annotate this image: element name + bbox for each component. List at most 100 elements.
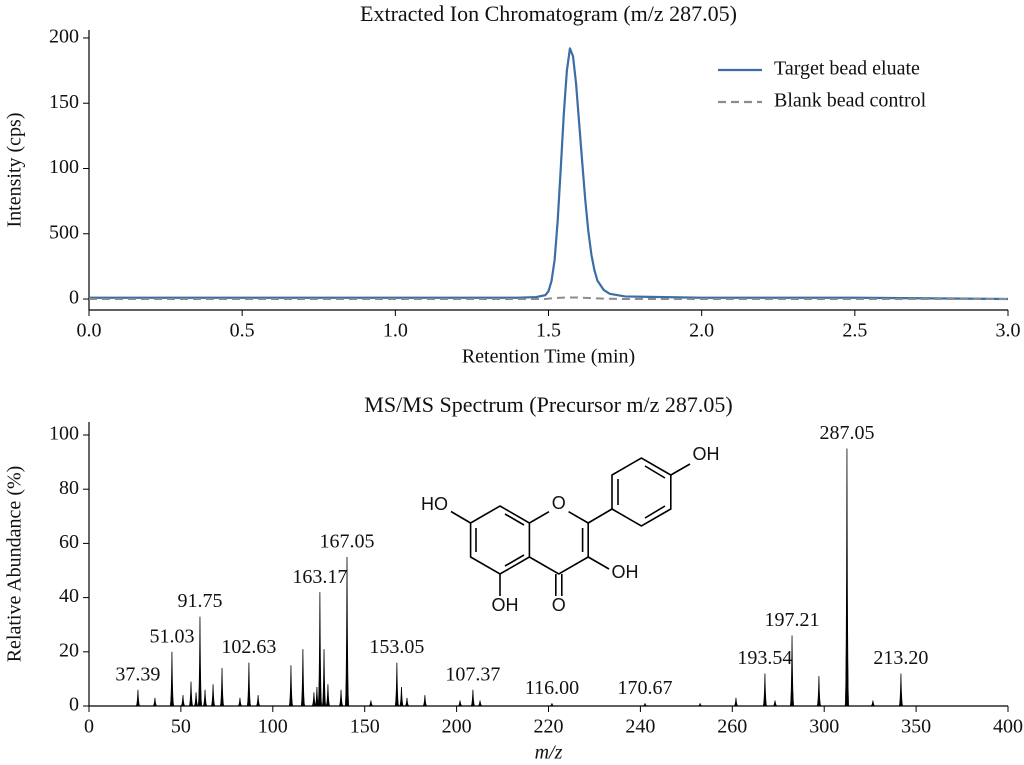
y-tick-label: 200 <box>49 26 79 48</box>
peak <box>404 697 410 707</box>
bond <box>504 554 525 567</box>
peak <box>180 695 186 707</box>
peak <box>325 684 331 707</box>
peak <box>300 649 306 707</box>
peak-label: 197.21 <box>765 609 820 631</box>
peak-label: 107.37 <box>445 663 500 685</box>
bond <box>670 463 691 476</box>
peak <box>219 668 225 707</box>
peak-label: 213.20 <box>873 647 928 669</box>
bond <box>529 511 550 524</box>
x-tick-label: 1.0 <box>383 320 408 342</box>
peak <box>368 700 374 707</box>
peak-label: 37.39 <box>115 663 160 685</box>
peak <box>255 695 261 707</box>
x-tick-label: 1.5 <box>536 320 561 342</box>
x-tick-label: 240 <box>625 716 655 738</box>
peak-label: 193.54 <box>737 647 792 669</box>
x-tick-label: 0 <box>84 716 94 738</box>
bond <box>644 505 666 519</box>
atom-label: HO <box>421 494 448 514</box>
peak <box>135 689 141 707</box>
bond <box>587 508 613 524</box>
peak <box>870 700 876 707</box>
bond <box>587 556 610 570</box>
peak <box>772 700 778 707</box>
x-tick-label: 200 <box>442 716 472 738</box>
peak <box>394 662 400 707</box>
peak-label: 116.00 <box>525 677 579 699</box>
y-tick-label: 80 <box>59 477 79 499</box>
peak <box>210 684 216 707</box>
bond <box>644 465 666 479</box>
atom-label: O <box>552 595 566 615</box>
peak-label: 163.17 <box>292 566 347 588</box>
legend-label: Target bead eluate <box>774 58 920 80</box>
peak <box>338 689 344 707</box>
x-tick-label: 260 <box>717 716 747 738</box>
peak <box>317 592 323 707</box>
chart-title: MS/MS Spectrum (Precursor m/z 287.05) <box>364 392 732 417</box>
peak <box>422 695 428 707</box>
peak <box>152 697 158 707</box>
peak-label: 91.75 <box>177 590 222 612</box>
y-tick-label: 100 <box>49 156 79 178</box>
x-tick-label: 100 <box>258 716 288 738</box>
x-tick-label: 50 <box>171 716 191 738</box>
peak <box>816 676 822 707</box>
x-tick-label: 400 <box>993 716 1023 738</box>
atom-label: O <box>552 493 566 513</box>
peak <box>470 689 476 707</box>
peak <box>288 665 294 707</box>
y-tick-label: 100 <box>49 423 79 445</box>
structure: O HO OH O OH OH <box>421 444 720 615</box>
peak <box>642 703 648 707</box>
peak <box>344 556 350 707</box>
atom-label: OH <box>693 444 720 464</box>
y-tick-label: 20 <box>59 639 79 661</box>
chart-title: Extracted Ion Chromatogram (m/z 287.05) <box>360 1 737 26</box>
peak <box>202 689 208 707</box>
peak <box>697 703 703 707</box>
peak <box>237 697 243 707</box>
peak <box>549 703 555 707</box>
peak-label: 287.05 <box>819 422 874 444</box>
peak-label: 153.05 <box>369 636 424 658</box>
x-axis-label: m/z <box>535 742 563 764</box>
peak-label: 167.05 <box>320 531 375 553</box>
atom-label: OH <box>492 595 519 615</box>
peak <box>844 448 850 707</box>
peak <box>477 700 483 707</box>
y-tick-label: 60 <box>59 531 79 553</box>
x-tick-label: 0.0 <box>77 320 102 342</box>
peak-label: 51.03 <box>149 625 194 647</box>
peak-label: 170.67 <box>617 677 672 699</box>
x-tick-label: 2.0 <box>689 320 714 342</box>
ring-b <box>611 457 672 527</box>
x-tick-label: 3.0 <box>996 320 1021 342</box>
y-tick-label: 40 <box>59 585 79 607</box>
peak <box>321 649 327 707</box>
peak <box>246 662 252 707</box>
x-tick-label: 300 <box>809 716 839 738</box>
peak <box>193 692 199 707</box>
x-axis-label: Retention Time (min) <box>462 346 635 368</box>
x-tick-label: 350 <box>901 716 931 738</box>
peak <box>789 635 795 707</box>
y-tick-label: 0 <box>69 287 79 309</box>
line-series <box>89 296 1008 301</box>
bond <box>504 513 525 526</box>
peak <box>398 687 405 707</box>
peak <box>762 673 768 707</box>
peak <box>457 700 463 707</box>
x-tick-label: 220 <box>534 716 564 738</box>
y-tick-label: 150 <box>49 91 79 113</box>
peak <box>169 651 175 707</box>
bond <box>450 510 472 524</box>
x-tick-label: 150 <box>350 716 380 738</box>
x-tick-label: 0.5 <box>230 320 255 342</box>
y-tick-label: 500 <box>49 221 79 243</box>
legend-label: Blank bead control <box>774 90 927 112</box>
y-axis-label: Intensity (cps) <box>4 113 26 228</box>
